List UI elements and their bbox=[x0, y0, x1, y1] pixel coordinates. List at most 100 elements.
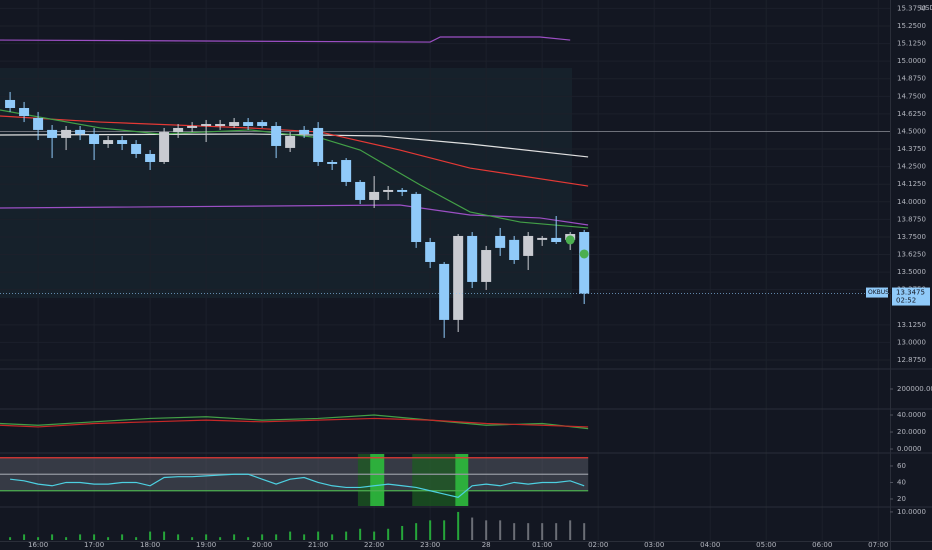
y-tick-label: 15.2500 bbox=[897, 22, 926, 30]
volume-bar bbox=[233, 534, 236, 540]
candle-body bbox=[397, 189, 408, 192]
y-tick-label: 14.1250 bbox=[897, 180, 926, 188]
candle-body bbox=[341, 160, 352, 182]
y-tick-label: 12.8750 bbox=[897, 356, 926, 364]
x-tick-label: 01:00 bbox=[532, 541, 552, 549]
candle-body bbox=[243, 122, 254, 126]
candle-body bbox=[47, 129, 58, 138]
candle-body bbox=[509, 239, 520, 261]
y-tick-label: 200000.0000 bbox=[897, 385, 932, 393]
candle-body bbox=[299, 129, 310, 135]
last-price-label: 13.3475 bbox=[896, 289, 925, 297]
volume-bar bbox=[527, 523, 530, 540]
candle-body bbox=[5, 99, 16, 108]
candle-body bbox=[145, 153, 156, 162]
volume-bar bbox=[303, 534, 306, 540]
y-tick-label: 14.7500 bbox=[897, 92, 926, 100]
y-tick-label: 0.0000 bbox=[897, 445, 922, 453]
y-tick-label: 13.5000 bbox=[897, 268, 926, 276]
x-tick-label: 28 bbox=[482, 541, 491, 549]
candle-body bbox=[103, 140, 114, 144]
candle-body bbox=[537, 237, 548, 240]
indicator-line bbox=[0, 36, 571, 43]
volume-bar bbox=[499, 520, 502, 540]
candle-body bbox=[61, 129, 72, 138]
candle-body bbox=[355, 181, 366, 200]
candle-body bbox=[579, 232, 590, 294]
volume-bar bbox=[261, 534, 264, 540]
volume-bar bbox=[387, 528, 390, 540]
volume-bar bbox=[541, 523, 544, 540]
volume-bar bbox=[429, 520, 432, 540]
candle-body bbox=[467, 235, 478, 282]
y-tick-label: 13.1250 bbox=[897, 321, 926, 329]
candle-body bbox=[75, 129, 86, 135]
volume-bar bbox=[471, 517, 474, 540]
x-tick-label: 04:00 bbox=[700, 541, 720, 549]
volume-bar bbox=[107, 537, 110, 540]
signal-zone bbox=[370, 454, 385, 506]
volume-bar bbox=[205, 534, 208, 540]
y-tick-label: 14.5000 bbox=[897, 127, 926, 135]
candle-body bbox=[439, 263, 450, 320]
volume-bar bbox=[275, 534, 278, 540]
volume-bar bbox=[65, 537, 68, 540]
volume-bar bbox=[345, 531, 348, 540]
x-tick-label: 16:00 bbox=[28, 541, 48, 549]
y-tick-label: 10.0000 bbox=[897, 508, 926, 516]
y-tick-label: 13.7500 bbox=[897, 233, 926, 241]
candle-body bbox=[33, 117, 44, 130]
y-tick-label: 15.0000 bbox=[897, 57, 926, 65]
volume-bar bbox=[457, 511, 460, 540]
y-tick-label: 15.3750 bbox=[897, 4, 926, 12]
y-tick-label: 40 bbox=[897, 478, 906, 486]
volume-bar bbox=[583, 523, 586, 540]
volume-bar bbox=[135, 537, 138, 540]
candle-body bbox=[425, 242, 436, 262]
volume-bar bbox=[23, 534, 26, 540]
candle-body bbox=[215, 124, 226, 126]
x-tick-label: 05:00 bbox=[756, 541, 776, 549]
volume-bar bbox=[247, 537, 250, 540]
volume-bar bbox=[401, 525, 404, 540]
y-tick-label: 60 bbox=[897, 462, 906, 470]
y-tick-label: 13.0000 bbox=[897, 338, 926, 346]
volume-bar bbox=[121, 534, 124, 540]
candle-body bbox=[19, 107, 30, 117]
volume-bar bbox=[149, 531, 152, 540]
volume-bar bbox=[163, 531, 166, 540]
volume-bar bbox=[513, 523, 516, 540]
signal-zone bbox=[455, 454, 469, 506]
candle-body bbox=[523, 235, 534, 256]
indicator-line bbox=[0, 414, 589, 430]
y-tick-label: 13.8750 bbox=[897, 215, 926, 223]
indicator-line bbox=[0, 417, 589, 428]
volume-bar bbox=[317, 531, 320, 540]
volume-bar bbox=[415, 523, 418, 540]
volume-bar bbox=[569, 520, 572, 540]
volume-bar bbox=[485, 520, 488, 540]
volume-bar bbox=[9, 537, 12, 540]
y-tick-label: 13.6250 bbox=[897, 251, 926, 259]
x-tick-label: 07:00 bbox=[868, 541, 888, 549]
volume-bar bbox=[443, 520, 446, 540]
volume-bar bbox=[177, 534, 180, 540]
y-tick-label: 14.8750 bbox=[897, 75, 926, 83]
candle-body bbox=[327, 161, 338, 164]
y-tick-label: 40.0000 bbox=[897, 411, 926, 419]
volume-bar bbox=[373, 531, 376, 540]
last-price-box bbox=[892, 287, 930, 306]
y-tick-label: 14.0000 bbox=[897, 198, 926, 206]
symbol-tag: OKBUSD bbox=[868, 289, 894, 296]
candle-body bbox=[229, 122, 240, 126]
y-tick-label: 14.6250 bbox=[897, 110, 926, 118]
volume-bar bbox=[359, 528, 362, 540]
volume-bar bbox=[191, 537, 194, 540]
volume-bar bbox=[219, 537, 222, 540]
x-tick-label: 23:00 bbox=[420, 541, 440, 549]
x-tick-label: 03:00 bbox=[644, 541, 664, 549]
signal-dot bbox=[579, 249, 589, 259]
candle-body bbox=[285, 135, 296, 148]
volume-bar bbox=[79, 534, 82, 540]
countdown-label: 02:52 bbox=[896, 297, 916, 305]
